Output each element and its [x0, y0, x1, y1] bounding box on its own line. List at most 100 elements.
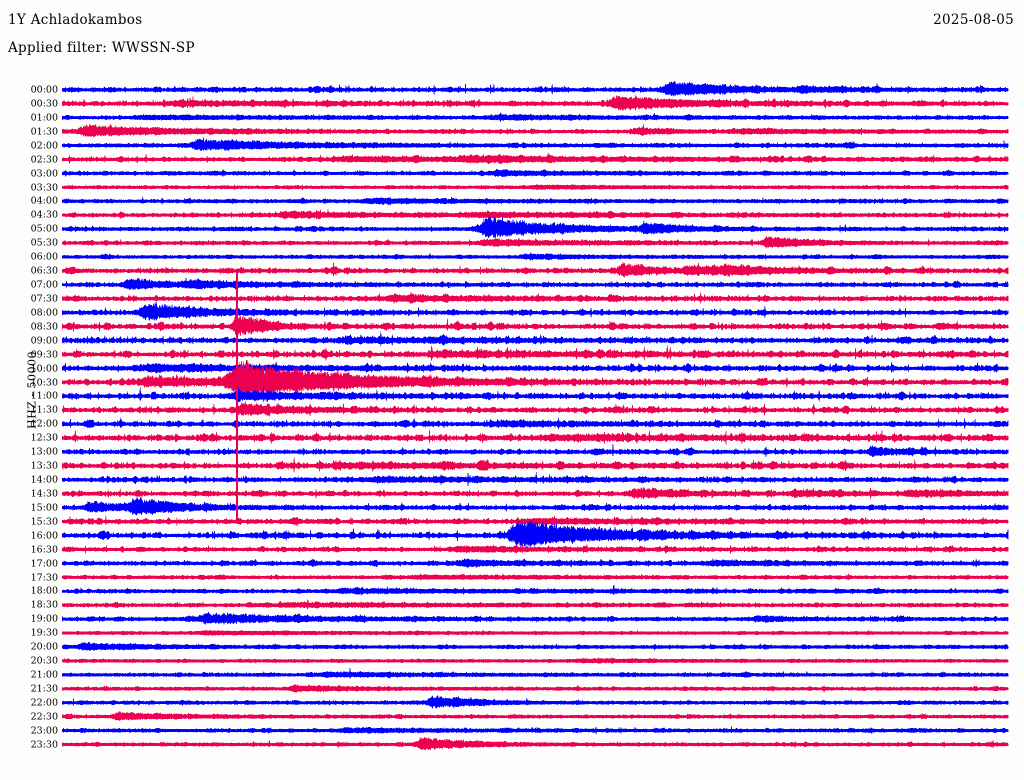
trace-line — [61, 209, 1009, 221]
time-tick-label: 12:30 — [30, 432, 58, 444]
trace-line — [61, 496, 1009, 516]
helicorder-plot: 00:00 00:30 01:00 01:30 02:00 02:30 03:00 03:30… — [0, 80, 1024, 772]
trace-line — [61, 123, 1009, 139]
trace-line — [61, 599, 1009, 610]
trace-line — [61, 611, 1009, 625]
time-tick-label: 13:00 — [30, 446, 58, 458]
trace-line — [61, 216, 1009, 239]
trace-line — [61, 196, 1009, 207]
time-tick-label: 10:30 — [30, 376, 58, 388]
time-tick-label: 09:00 — [30, 334, 58, 346]
trace-line — [61, 277, 1009, 292]
time-tick-label: 00:00 — [30, 84, 58, 96]
trace-line — [61, 94, 1009, 111]
trace-line — [61, 301, 1009, 322]
trace-line — [61, 235, 1009, 250]
time-tick-label: 05:00 — [30, 223, 58, 235]
trace-line — [61, 726, 1009, 735]
time-tick-label: 00:30 — [30, 98, 58, 110]
trace-line — [61, 359, 1009, 399]
time-tick-label: 22:00 — [30, 697, 58, 709]
time-tick-label: 20:00 — [30, 641, 58, 653]
time-tick-label: 22:30 — [30, 711, 58, 723]
time-tick-label: 20:30 — [30, 655, 58, 667]
time-tick-label: 21:00 — [30, 669, 58, 681]
time-tick-label: 16:00 — [30, 530, 58, 541]
trace-line — [61, 694, 1009, 709]
time-tick-label: 06:00 — [30, 251, 58, 263]
page-title: 1Y Achladokambos — [8, 12, 143, 28]
trace-line — [61, 137, 1009, 152]
trace-line — [61, 641, 1009, 652]
trace-line — [61, 401, 1009, 418]
time-tick-label: 23:30 — [30, 738, 58, 750]
time-tick-label: 01:00 — [30, 112, 58, 124]
time-tick-label: 13:30 — [30, 460, 58, 472]
time-tick-label: 10:00 — [30, 362, 58, 374]
trace-line — [61, 417, 1009, 430]
time-tick-label: 18:00 — [30, 585, 58, 597]
time-tick-label: 11:00 — [30, 390, 58, 402]
trace-line — [61, 457, 1009, 473]
trace-line — [61, 710, 1009, 722]
trace-line — [61, 152, 1009, 165]
trace-line — [61, 558, 1009, 569]
applied-filter-label: Applied filter: WWSSN-SP — [8, 40, 195, 56]
time-tick-label: 06:30 — [30, 265, 58, 277]
trace-line — [61, 683, 1009, 694]
trace-line — [61, 251, 1009, 261]
time-tick-label: 04:30 — [30, 209, 58, 221]
time-tick-label: 07:00 — [30, 279, 58, 291]
trace-line — [61, 291, 1009, 305]
trace-line — [61, 331, 1009, 347]
trace-line — [61, 629, 1009, 637]
time-tick-label: 08:30 — [30, 321, 58, 333]
trace-line — [61, 444, 1009, 458]
seismogram-svg — [61, 80, 1009, 752]
trace-line — [61, 361, 1009, 374]
trace-line — [61, 344, 1009, 361]
time-tick-label: 04:00 — [30, 195, 58, 207]
trace-line — [61, 736, 1009, 752]
time-tick-label: 11:30 — [30, 404, 58, 416]
trace-line — [61, 515, 1009, 527]
trace-line — [61, 168, 1009, 178]
trace-line — [61, 573, 1009, 582]
time-tick-label: 02:00 — [30, 139, 58, 151]
trace-line — [61, 668, 1009, 680]
time-tick-label: 07:30 — [30, 293, 58, 305]
record-date: 2025-08-05 — [933, 12, 1014, 28]
clipped-event-marker — [236, 271, 238, 522]
trace-line — [61, 584, 1009, 596]
time-tick-label: 19:30 — [30, 627, 58, 639]
time-tick-label: 09:30 — [30, 348, 58, 360]
trace-line — [61, 183, 1009, 191]
time-tick-label: 03:00 — [30, 167, 58, 179]
time-tick-label: 05:30 — [30, 237, 58, 249]
time-tick-label: 23:00 — [30, 725, 58, 737]
time-axis-tick-labels: 00:00 00:30 01:00 01:30 02:00 02:30 03:00 03:30… — [0, 80, 58, 772]
trace-line — [61, 313, 1009, 337]
time-tick-label: 03:30 — [30, 181, 58, 193]
trace-line — [61, 542, 1009, 555]
time-tick-label: 16:30 — [30, 543, 58, 555]
trace-line — [61, 386, 1009, 404]
trace-line — [61, 656, 1009, 665]
trace-line — [61, 262, 1009, 279]
time-tick-label: 14:00 — [30, 474, 58, 486]
trace-line — [61, 520, 1009, 549]
time-tick-label: 19:00 — [30, 613, 58, 625]
time-tick-label: 21:30 — [30, 683, 58, 695]
trace-line — [61, 80, 1009, 98]
time-tick-label: 08:00 — [30, 307, 58, 319]
time-tick-label: 17:30 — [30, 571, 58, 583]
time-tick-label: 17:00 — [30, 557, 58, 569]
trace-line — [61, 111, 1009, 123]
time-tick-label: 18:30 — [30, 599, 58, 611]
trace-line — [61, 471, 1009, 487]
trace-line — [61, 486, 1009, 500]
seismic-traces — [0, 80, 1024, 772]
time-tick-label: 12:00 — [30, 418, 58, 430]
time-tick-label: 14:30 — [30, 488, 58, 500]
